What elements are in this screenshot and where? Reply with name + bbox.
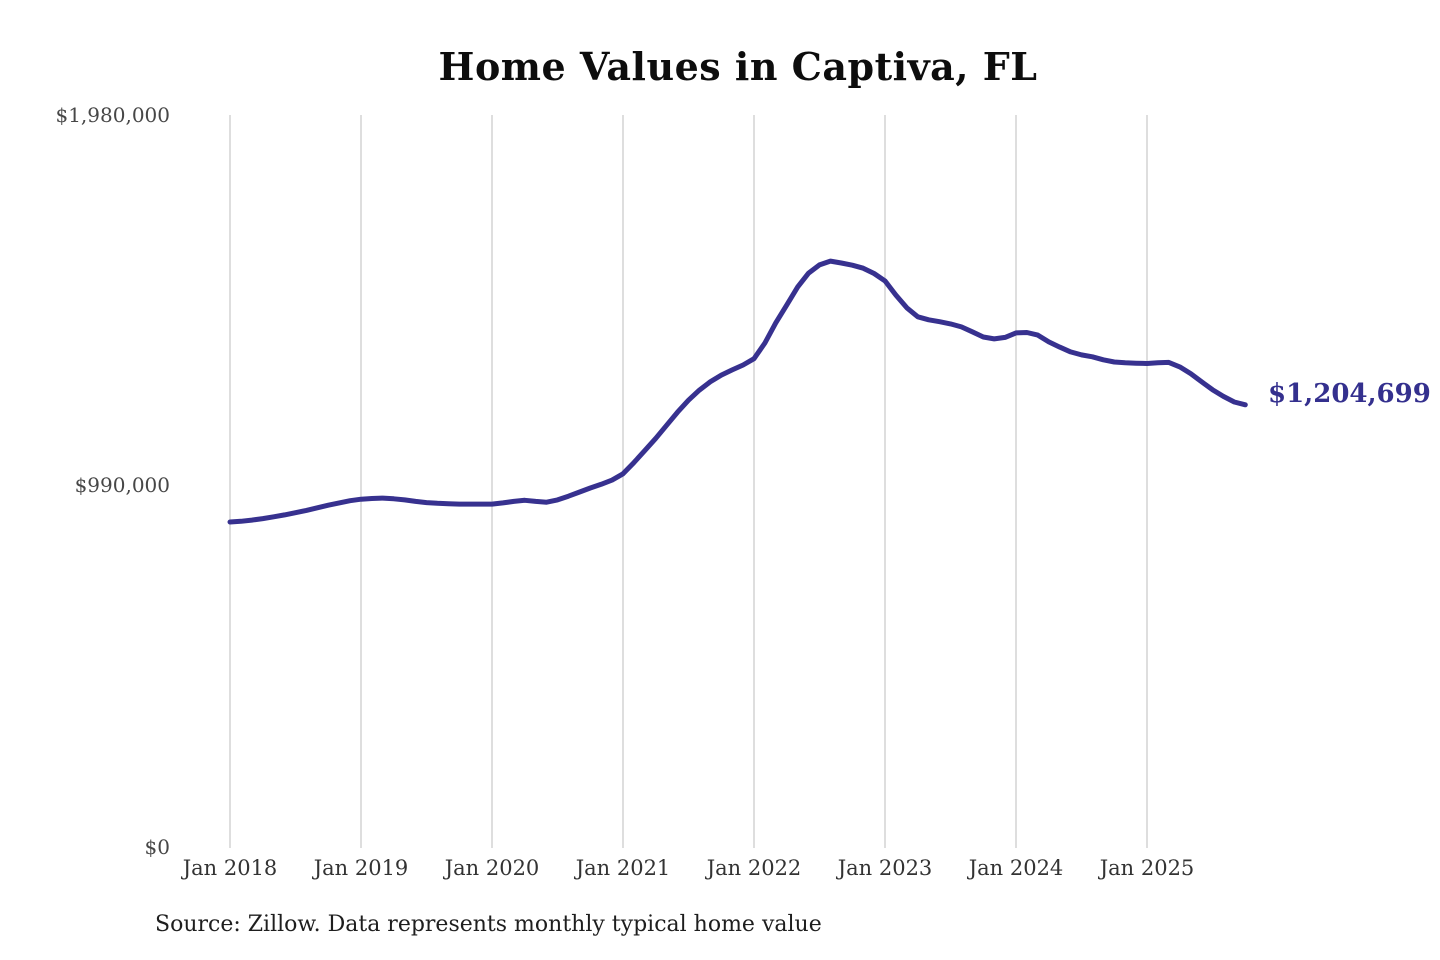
chart-title: Home Values in Captiva, FL (438, 44, 1038, 89)
x-tick-label-jan-2023: Jan 2023 (837, 856, 933, 880)
y-tick-label-0: $0 (144, 835, 170, 859)
x-tick-label-jan-2021: Jan 2021 (575, 856, 671, 880)
x-tick-label-jan-2019: Jan 2019 (313, 856, 409, 880)
x-tick-label-jan-2018: Jan 2018 (182, 856, 278, 880)
x-tick-label-jan-2020: Jan 2020 (444, 856, 540, 880)
latest-value-label: $1,204,699 (1268, 379, 1431, 409)
year-gridlines (229, 115, 1148, 848)
x-tick-label-jan-2022: Jan 2022 (706, 856, 802, 880)
y-tick-label-990000: $990,000 (74, 473, 170, 497)
home-value-line (227, 258, 1248, 525)
y-tick-label-1980000: $1,980,000 (55, 103, 170, 127)
x-tick-label-jan-2025: Jan 2025 (1099, 856, 1195, 880)
source-note: Source: Zillow. Data represents monthly … (155, 912, 822, 937)
x-tick-label-jan-2024: Jan 2024 (968, 856, 1064, 880)
